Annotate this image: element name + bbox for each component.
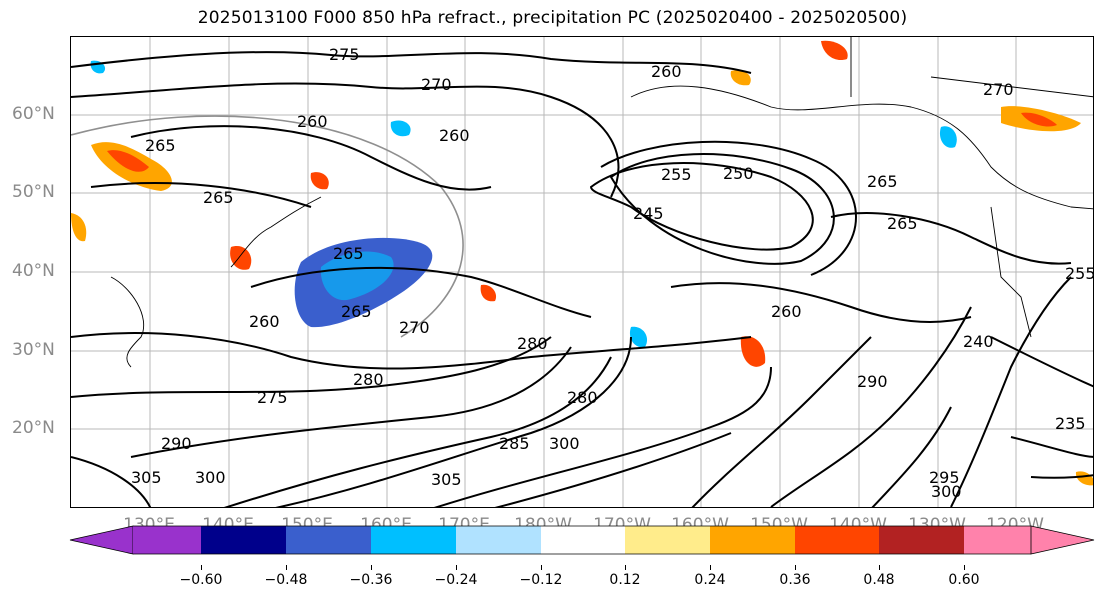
map-canvas: 275 270 260 260 265 265 265 260 255 250 … [71, 37, 1094, 507]
colorbar-tick-label: −0.36 [349, 572, 393, 588]
colorbar-tick-label: −0.48 [264, 572, 308, 588]
colorbar-segment [133, 526, 201, 554]
contour-label: 265 [203, 188, 234, 207]
lat-label-20n: 20°N [12, 418, 55, 438]
colorbar-tick-label: 0.60 [948, 572, 980, 588]
contour-label: 255 [661, 165, 692, 184]
contour-label: 240 [963, 332, 994, 351]
colorbar-segment [879, 526, 964, 554]
map-panel: 275 270 260 260 265 265 265 260 255 250 … [70, 36, 1094, 508]
contour-label: 260 [651, 62, 682, 81]
contour-label: 245 [633, 204, 664, 223]
contour-label: 305 [431, 470, 462, 489]
contour-label: 300 [195, 468, 226, 487]
contour-label: 300 [549, 434, 580, 453]
contour-label: 260 [771, 302, 802, 321]
colorbar-segment [201, 526, 286, 554]
precipitation-shading [71, 40, 1093, 486]
colorbar [69, 525, 1095, 555]
contour-label: 270 [399, 318, 430, 337]
lat-label-50n: 50°N [12, 182, 55, 202]
contour-label: 290 [161, 434, 192, 453]
contour-label: 260 [297, 112, 328, 131]
contour-label: 285 [499, 434, 530, 453]
contour-label: 295 [929, 468, 960, 487]
colorbar-segment [69, 525, 134, 555]
contour-label: 280 [517, 334, 548, 353]
contour-label: 265 [333, 244, 364, 263]
colorbar-tick-label: 0.12 [609, 572, 641, 588]
lat-label-30n: 30°N [12, 340, 55, 360]
lat-label-40n: 40°N [12, 261, 55, 281]
contour-label: 275 [329, 45, 360, 64]
contour-label: 265 [341, 302, 372, 321]
colorbar-segment [964, 526, 1031, 554]
contour-label: 300 [931, 482, 962, 501]
contour-label: 280 [567, 388, 598, 407]
colorbar-segment [371, 526, 456, 554]
domain-arc [71, 115, 464, 338]
contour-label: 275 [257, 388, 288, 407]
contour-label: 235 [1055, 414, 1086, 433]
refractivity-contours [71, 51, 1093, 507]
colorbar-segment [541, 526, 625, 554]
contour-label: 280 [353, 370, 384, 389]
colorbar-segment [795, 526, 879, 554]
contour-label: 270 [421, 75, 452, 94]
colorbar-tick-label: 0.24 [694, 572, 726, 588]
colorbar-tick-label: −0.12 [519, 572, 563, 588]
contour-label: 290 [857, 372, 888, 391]
contour-labels: 275 270 260 260 265 265 265 260 255 250 … [131, 45, 1094, 501]
graticule [71, 37, 1093, 507]
contour-label: 260 [439, 126, 470, 145]
contour-label: 270 [983, 80, 1014, 99]
contour-label: 265 [145, 136, 176, 155]
colorbar-tick-label: 0.36 [779, 572, 811, 588]
colorbar-tick-label: −0.60 [179, 572, 223, 588]
lat-label-60n: 60°N [12, 104, 55, 124]
contour-label: 255 [1065, 264, 1094, 283]
contour-label: 305 [131, 468, 162, 487]
colorbar-tick-label: −0.24 [434, 572, 478, 588]
colorbar-segment [710, 526, 795, 554]
contour-label: 260 [249, 312, 280, 331]
contour-label: 265 [867, 172, 898, 191]
colorbar-segment [625, 526, 710, 554]
contour-label: 250 [723, 164, 754, 183]
colorbar-segment [286, 526, 371, 554]
colorbar-segment [1030, 525, 1095, 555]
colorbar-tick-label: 0.48 [863, 572, 895, 588]
colorbar-segment [456, 526, 541, 554]
map-title: 2025013100 F000 850 hPa refract., precip… [197, 8, 908, 28]
contour-label: 265 [887, 214, 918, 233]
